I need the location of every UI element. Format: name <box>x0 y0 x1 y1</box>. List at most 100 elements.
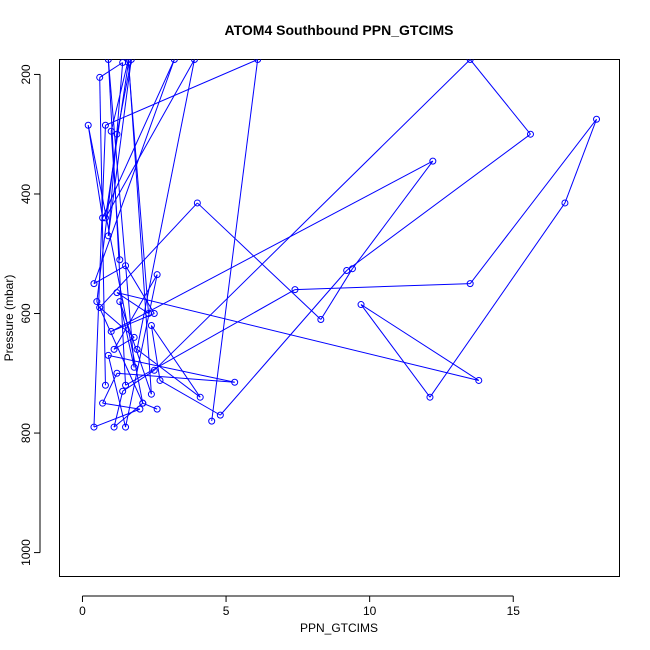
data-point <box>130 363 138 371</box>
series-segment <box>102 373 118 404</box>
data-point <box>475 376 483 384</box>
x-tick-label: 5 <box>223 604 230 618</box>
series-segment <box>564 119 597 204</box>
data-point <box>139 399 147 407</box>
chart-title: ATOM4 Southbound PPN_GTCIMS <box>225 22 454 38</box>
series-segment <box>102 402 140 410</box>
x-axis: 0 5 10 15 <box>79 595 521 618</box>
data-point <box>96 73 104 81</box>
data-point <box>190 59 198 63</box>
series-segment <box>93 265 126 285</box>
data-point <box>593 115 601 123</box>
series-segment <box>153 59 471 371</box>
series-segment <box>219 270 348 416</box>
series-segment <box>116 292 149 314</box>
series-segment <box>107 59 127 386</box>
data-point <box>116 256 124 264</box>
data-point <box>101 121 109 129</box>
y-tick-label: 1000 <box>19 539 33 566</box>
series-segment <box>116 292 479 381</box>
data-point <box>113 289 121 297</box>
plot-area <box>59 59 620 577</box>
series-segment <box>113 391 124 428</box>
x-tick-label: 0 <box>79 604 86 618</box>
data-point <box>110 423 118 431</box>
data-point <box>110 345 118 353</box>
data-point <box>124 59 132 63</box>
data-point <box>153 405 161 413</box>
data-point <box>93 298 101 306</box>
y-axis-label: Pressure (mbar) <box>2 275 16 362</box>
data-point <box>429 157 437 165</box>
data-point <box>231 378 239 386</box>
series-segment <box>159 380 221 416</box>
y-tick-label: 600 <box>19 303 33 323</box>
data-point <box>216 411 224 419</box>
series-segment <box>127 62 150 314</box>
data-point <box>107 127 115 135</box>
y-tick-label: 200 <box>19 64 33 84</box>
series-segment <box>346 133 531 271</box>
data-point <box>116 298 124 306</box>
series-segment <box>110 160 434 332</box>
x-axis-label: PPN_GTCIMS <box>300 621 378 635</box>
data-point <box>90 280 98 288</box>
data-point <box>196 393 204 401</box>
series-segment <box>113 336 135 350</box>
series-segment <box>469 118 597 284</box>
data-point <box>90 423 98 431</box>
series-segment <box>113 402 144 428</box>
series-segment <box>116 372 235 383</box>
series-segment <box>105 59 258 126</box>
data-point <box>156 376 164 384</box>
series-segment <box>125 265 155 314</box>
series-segment <box>87 125 104 218</box>
data-point <box>317 315 325 323</box>
data-point <box>107 327 115 335</box>
series-segment <box>150 325 161 381</box>
data-point <box>119 387 127 395</box>
data-point <box>147 390 155 398</box>
series-segment <box>142 402 158 410</box>
series-segment <box>107 59 135 368</box>
series-segment <box>99 62 123 78</box>
data-point <box>113 369 121 377</box>
series-segment <box>107 59 132 236</box>
data-point <box>101 381 109 389</box>
series-layer <box>84 59 601 431</box>
series-segment <box>429 202 566 398</box>
data-point <box>122 423 130 431</box>
series-segment <box>469 59 531 135</box>
series-segment <box>93 125 106 428</box>
data-point <box>133 345 141 353</box>
series-segment <box>320 268 353 320</box>
data-point <box>145 310 153 318</box>
data-point <box>170 59 178 63</box>
x-tick-label: 15 <box>507 604 521 618</box>
series-2 <box>101 59 601 431</box>
series-segment <box>96 301 144 404</box>
series-segment <box>110 59 129 132</box>
series-segment <box>113 274 158 350</box>
series-segment <box>108 354 235 383</box>
data-point <box>84 121 92 129</box>
data-point <box>526 130 534 138</box>
data-point <box>150 366 158 374</box>
series-segment <box>197 202 322 320</box>
data-point <box>343 266 351 274</box>
data-point <box>466 59 474 63</box>
series-segment <box>211 59 259 422</box>
data-point <box>104 351 112 359</box>
series-segment <box>150 325 201 398</box>
data-point <box>153 271 161 279</box>
data-point <box>96 304 104 312</box>
data-point <box>101 214 109 222</box>
series-segment <box>125 274 158 428</box>
data-point <box>99 399 107 407</box>
series-segment <box>99 307 135 338</box>
series-segment <box>104 62 129 218</box>
data-point <box>254 59 262 63</box>
data-point <box>104 59 112 63</box>
data-point <box>122 381 130 389</box>
